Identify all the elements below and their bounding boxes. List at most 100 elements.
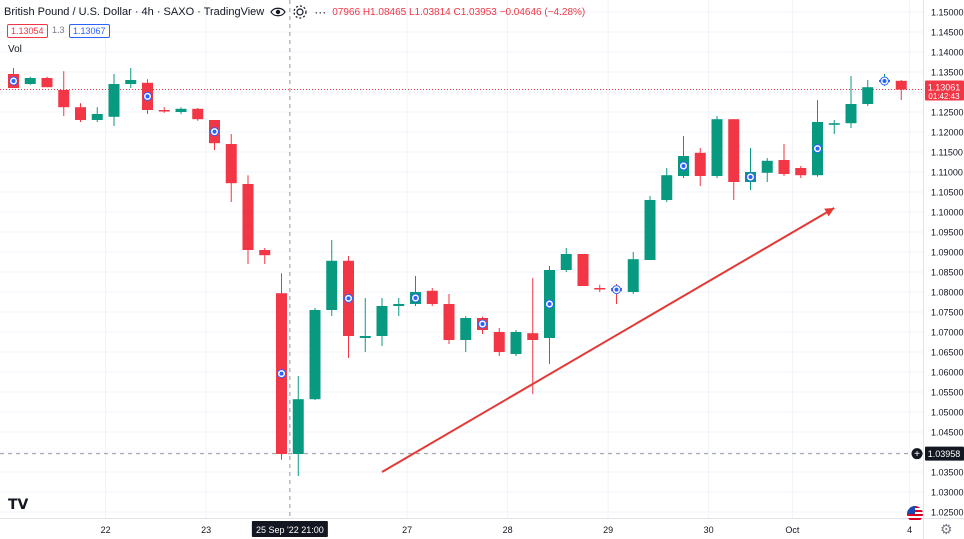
add-alert-icon <box>911 448 923 460</box>
trend-arrow-head <box>824 208 835 217</box>
y-tick-label: 1.08000 <box>931 288 964 298</box>
dividend-marker-dot <box>480 322 485 326</box>
y-tick-label: 1.02500 <box>931 508 964 518</box>
last-price-countdown: 01:42:43 <box>928 92 960 101</box>
candle-body <box>627 259 639 292</box>
candle-body <box>443 304 455 340</box>
dividend-marker-dot <box>815 146 820 151</box>
dividend-marker-dot <box>212 129 217 134</box>
gear-icon[interactable]: ⚙ <box>940 521 953 537</box>
candle-body <box>376 306 388 336</box>
y-tick-label: 1.12500 <box>931 108 964 118</box>
y-tick-label: 1.12000 <box>931 128 964 138</box>
y-tick-label: 1.07500 <box>931 308 964 318</box>
candle-body <box>309 310 321 400</box>
candle-body <box>761 160 773 173</box>
candle-body <box>862 87 874 104</box>
candle-body <box>895 80 907 90</box>
candle-body <box>527 333 539 340</box>
candle-body <box>644 200 656 260</box>
symbol-legend[interactable]: British Pound / U.S. Dollar · 4h · SAXO … <box>4 4 585 20</box>
candle-body <box>694 152 706 176</box>
candle-body <box>24 78 36 84</box>
more-icon[interactable]: ··· <box>314 5 327 19</box>
y-tick-label: 1.10000 <box>931 208 964 218</box>
y-tick-label: 1.14500 <box>931 28 964 38</box>
volume-label[interactable]: Vol <box>8 44 22 55</box>
candle-body <box>242 184 254 250</box>
candle-body <box>41 78 53 88</box>
dividend-marker-dot <box>547 302 552 306</box>
candle-body <box>661 175 673 200</box>
crosshair-layer <box>0 0 923 518</box>
dividend-marker-dot <box>11 79 16 83</box>
candle-body <box>493 332 505 352</box>
candle-body <box>728 119 740 182</box>
candle-body <box>108 84 120 117</box>
eye-icon[interactable] <box>270 4 286 20</box>
us-flag-icon[interactable] <box>907 506 923 522</box>
candle-body <box>292 399 304 454</box>
dividend-marker-dot <box>279 371 284 376</box>
x-tick-label: 22 <box>101 525 111 535</box>
candle-body <box>58 90 70 108</box>
candle-layer <box>8 68 907 476</box>
candle-body <box>125 80 137 84</box>
x-tick-label: 27 <box>402 525 412 535</box>
crosshair-time-label: 25 Sep '22 21:00 <box>256 525 324 535</box>
dividend-marker-dot <box>346 296 351 301</box>
candle-body <box>460 318 472 340</box>
x-tick-label: 30 <box>704 525 714 535</box>
candle-body <box>711 119 723 176</box>
dividend-marker-dot <box>882 79 887 83</box>
y-tick-label: 1.05500 <box>931 388 964 398</box>
y-tick-label: 1.03500 <box>931 468 964 478</box>
y-tick-label: 1.08500 <box>931 268 964 278</box>
y-tick-label: 1.14000 <box>931 48 964 58</box>
plus-glyph: + <box>914 449 920 460</box>
candle-body <box>845 104 857 124</box>
last-price-label: 1.13061 <box>928 83 961 93</box>
tradingview-logo-icon[interactable]: TV <box>8 497 29 513</box>
y-tick-label: 1.11000 <box>931 168 963 178</box>
symbol-title[interactable]: British Pound / U.S. Dollar · 4h · SAXO … <box>4 6 265 18</box>
candle-body <box>75 107 86 120</box>
ohlc-values: 07966 H1.08465 L1.03814 C1.03953 −0.0464… <box>332 6 586 18</box>
y-tick-label: 1.11500 <box>931 148 963 158</box>
x-tick-label: 29 <box>603 525 613 535</box>
dividend-marker-dot <box>145 94 150 99</box>
y-tick-label: 1.03000 <box>931 488 964 498</box>
sell-price-button[interactable]: 1.13054 <box>7 24 48 38</box>
settings-icon[interactable] <box>292 4 308 20</box>
candle-body <box>510 332 522 354</box>
candle-body <box>359 336 371 338</box>
y-tick-label: 1.04500 <box>931 428 964 438</box>
x-tick-label: 4 <box>907 525 912 535</box>
crosshair-price-label-bg <box>925 446 964 461</box>
candle-body <box>594 288 606 290</box>
buy-price-button[interactable]: 1.13067 <box>69 24 110 38</box>
y-tick-label: 1.13500 <box>931 68 964 78</box>
annotation-layer <box>381 207 835 473</box>
candle-body <box>192 108 204 120</box>
dividend-marker-dot <box>614 287 619 292</box>
dividend-marker-dot <box>748 175 753 179</box>
y-tick-label: 1.07000 <box>931 328 964 338</box>
y-tick-label: 1.10500 <box>931 188 964 198</box>
candle-body <box>778 160 790 174</box>
trend-arrow-line <box>381 207 835 473</box>
candle-body <box>560 254 572 270</box>
grid-layer <box>0 0 923 518</box>
x-tick-label: 28 <box>503 525 513 535</box>
candle-body <box>91 114 103 120</box>
y-tick-label: 1.06000 <box>931 368 964 378</box>
x-tick-label: 23 <box>201 525 211 535</box>
dividend-marker-dot <box>681 164 686 168</box>
x-tick-label: Oct <box>785 525 800 535</box>
dividend-marker-dot <box>413 296 418 300</box>
y-tick-label: 1.06500 <box>931 348 964 358</box>
candle-body <box>426 290 438 304</box>
